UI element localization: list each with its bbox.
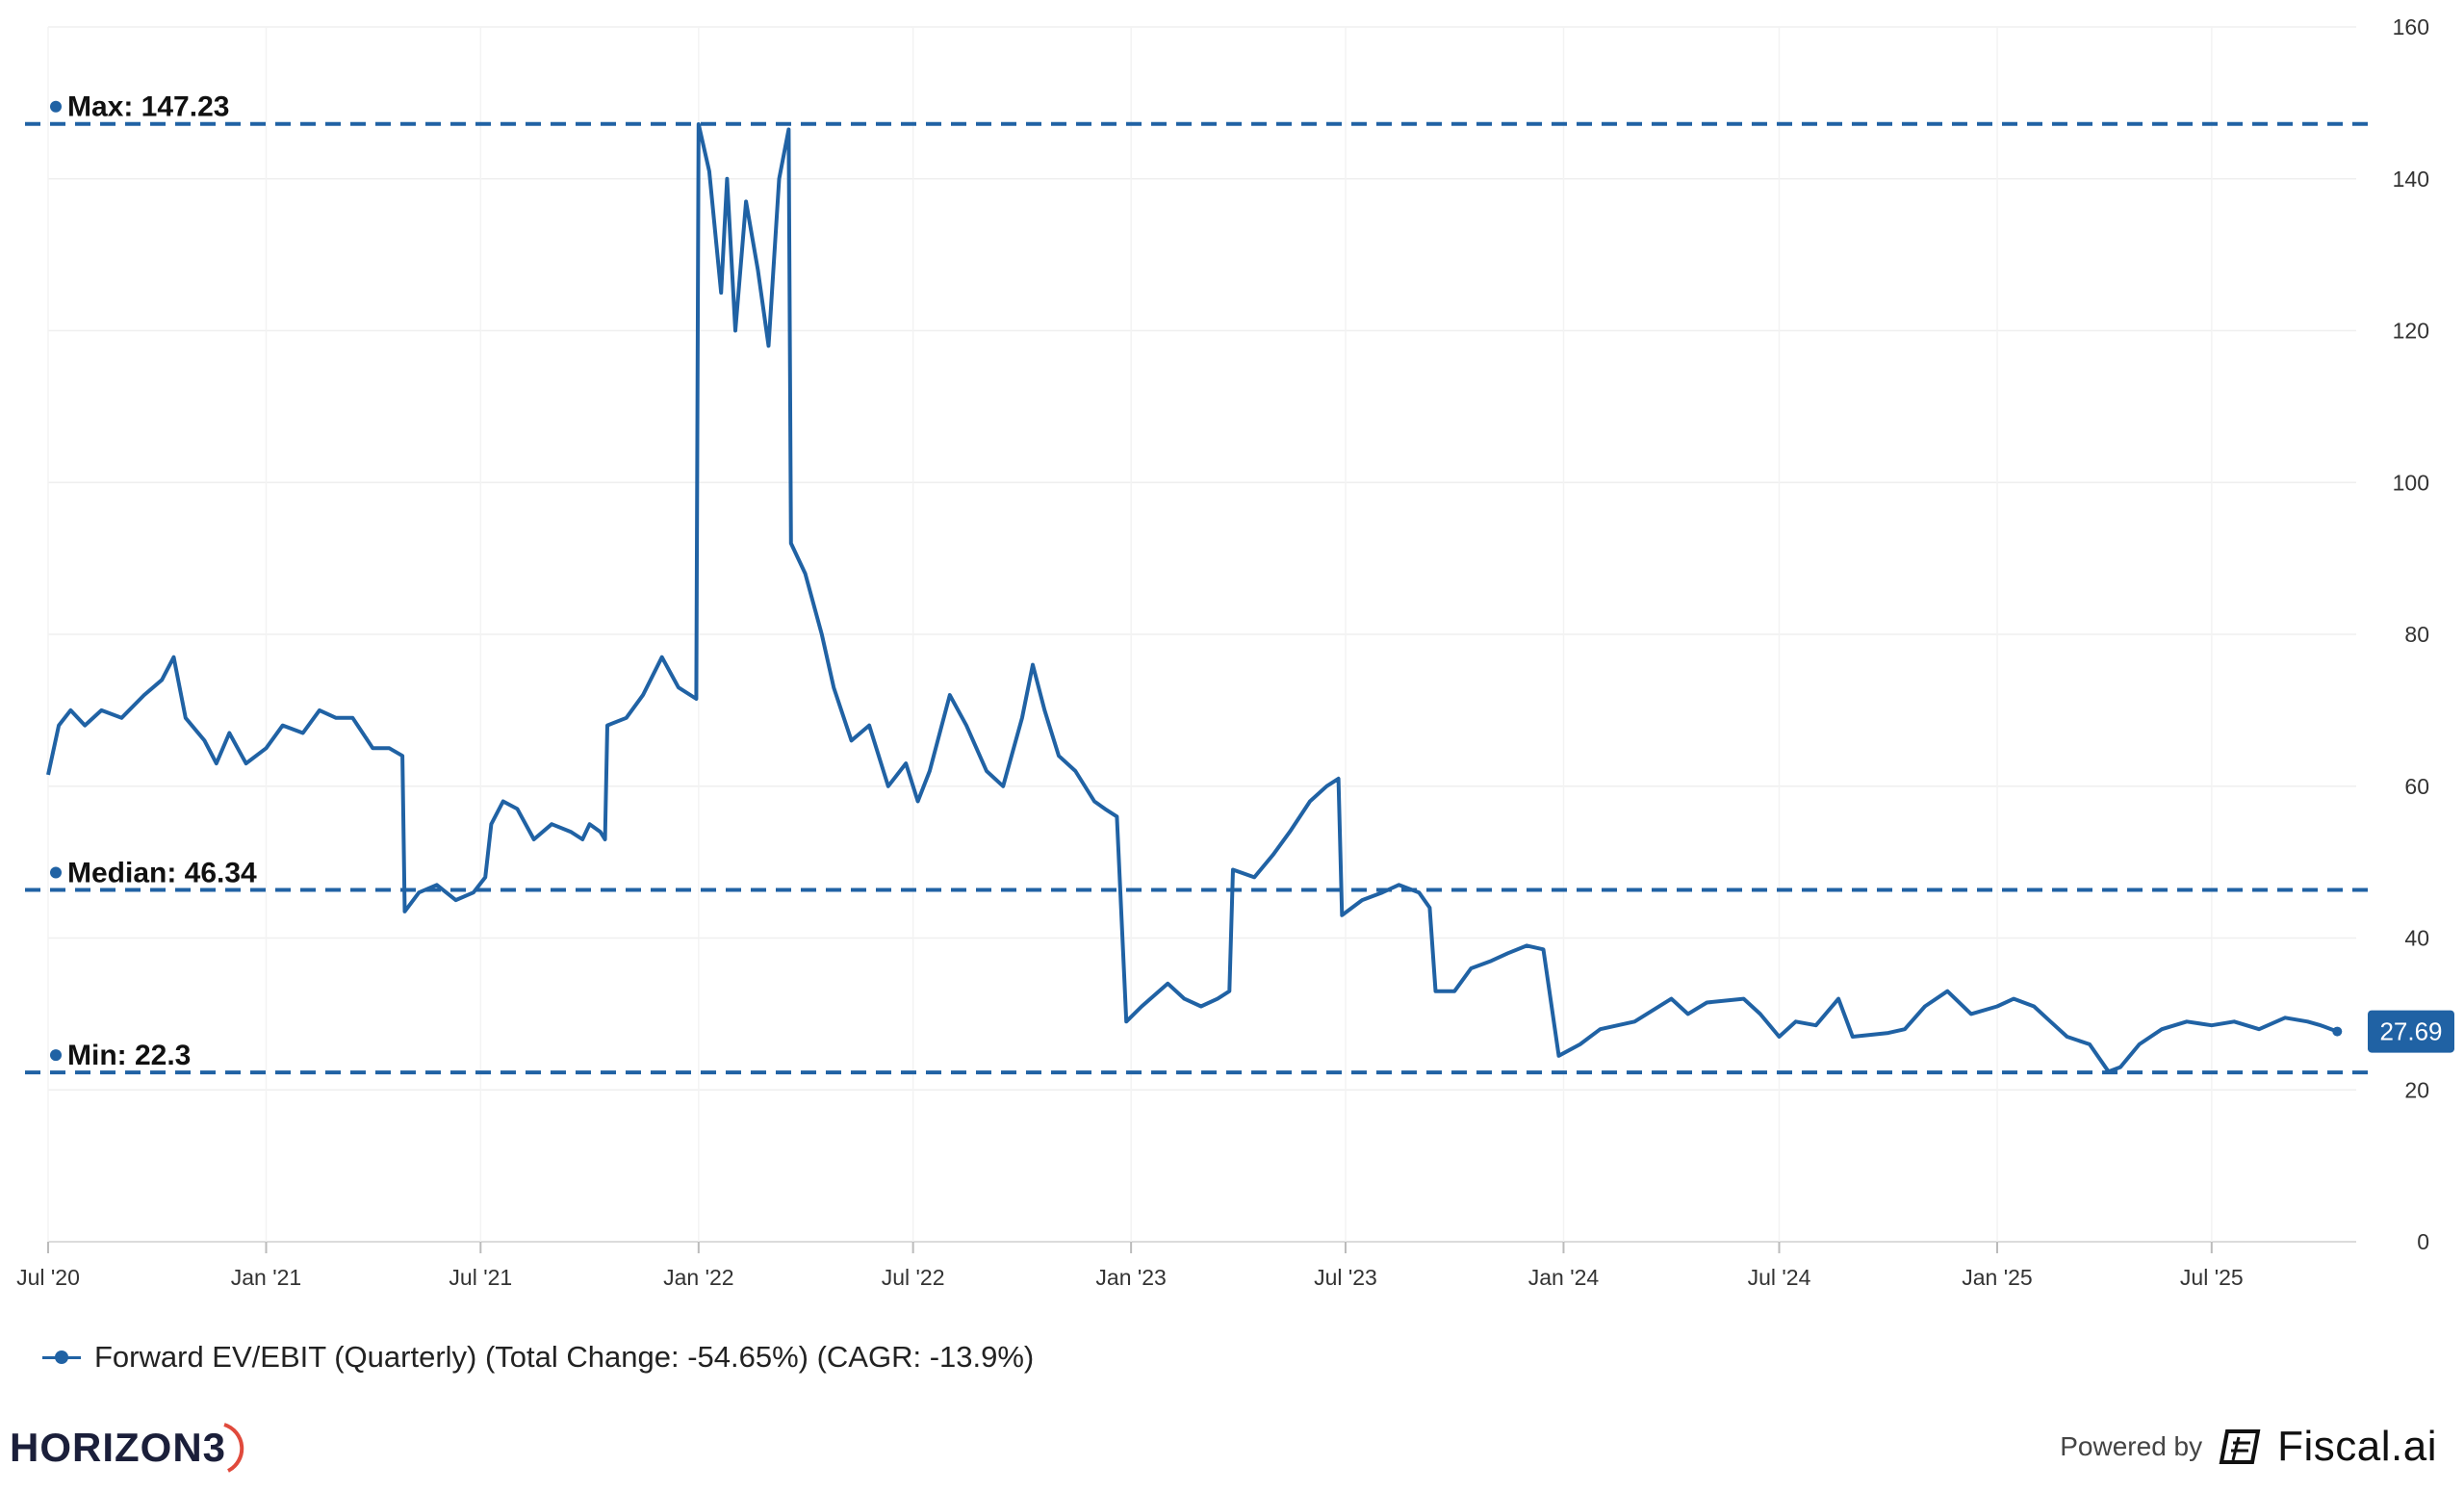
horizon3-logo: HORIZON3 — [10, 1423, 253, 1473]
x-tick-label: Jul '24 — [1748, 1265, 1811, 1290]
x-tick-label: Jul '21 — [449, 1265, 512, 1290]
y-tick-label: 60 — [2404, 774, 2429, 799]
fiscal-ledger-icon — [2219, 1429, 2261, 1464]
x-tick-label: Jan '23 — [1095, 1265, 1166, 1290]
x-tick-label: Jul '22 — [882, 1265, 945, 1290]
x-tick-label: Jan '24 — [1528, 1265, 1600, 1290]
legend-item[interactable]: Forward EV/EBIT (Quarterly) (Total Chang… — [42, 1340, 1034, 1375]
series-last-point — [2332, 1026, 2343, 1037]
reference-label: Max: 147.23 — [67, 91, 229, 123]
horizon3-wordmark: HORIZON3 — [10, 1425, 227, 1470]
x-tick-label: Jan '22 — [663, 1265, 733, 1290]
reference-label: Min: 22.3 — [67, 1040, 191, 1071]
x-tick-label: Jul '20 — [16, 1265, 80, 1290]
x-tick-label: Jul '25 — [2180, 1265, 2244, 1290]
y-axis: 0 20 40 60 80 100 120 140 160 — [2393, 14, 2429, 1254]
y-tick-label: 0 — [2417, 1229, 2429, 1254]
x-tick-label: Jan '25 — [1962, 1265, 2032, 1290]
last-value-badge: 27.69 — [2368, 1010, 2454, 1053]
grid — [47, 26, 2356, 1243]
y-tick-label: 160 — [2393, 14, 2429, 39]
last-value-box — [2368, 1010, 2454, 1053]
last-value-text: 27.69 — [2379, 1017, 2442, 1046]
x-tick-label: Jan '21 — [231, 1265, 301, 1290]
y-tick-label: 80 — [2404, 622, 2429, 647]
x-axis: Jul '20 Jan '21 Jul '21 Jan '22 Jul '22 Jan '… — [16, 1242, 2244, 1290]
powered-by-text: Powered by — [2060, 1431, 2203, 1461]
reference-lines: Max: 147.23 Median: 46.34 Min: 22.3 — [25, 91, 2370, 1075]
x-tick-label: Jul '23 — [1314, 1265, 1377, 1290]
reference-marker-icon — [50, 100, 62, 113]
horizon-arc-icon — [223, 1423, 244, 1473]
reference-marker-icon — [50, 1049, 62, 1062]
y-tick-label: 20 — [2404, 1077, 2429, 1102]
reference-marker-icon — [50, 866, 62, 879]
fiscal-ai-logo: Powered by Fiscal.ai — [2060, 1423, 2437, 1471]
legend-line-marker-icon — [42, 1348, 81, 1367]
series-layer[interactable] — [46, 122, 2343, 1074]
series-line — [46, 122, 2338, 1074]
y-tick-label: 40 — [2404, 926, 2429, 951]
y-tick-label: 120 — [2393, 319, 2429, 344]
y-tick-label: 100 — [2393, 470, 2429, 495]
y-tick-label: 140 — [2393, 167, 2429, 192]
fiscal-ai-wordmark: Fiscal.ai — [2277, 1423, 2437, 1470]
reference-label: Median: 46.34 — [67, 857, 257, 888]
legend-label: Forward EV/EBIT (Quarterly) (Total Chang… — [94, 1340, 1035, 1374]
